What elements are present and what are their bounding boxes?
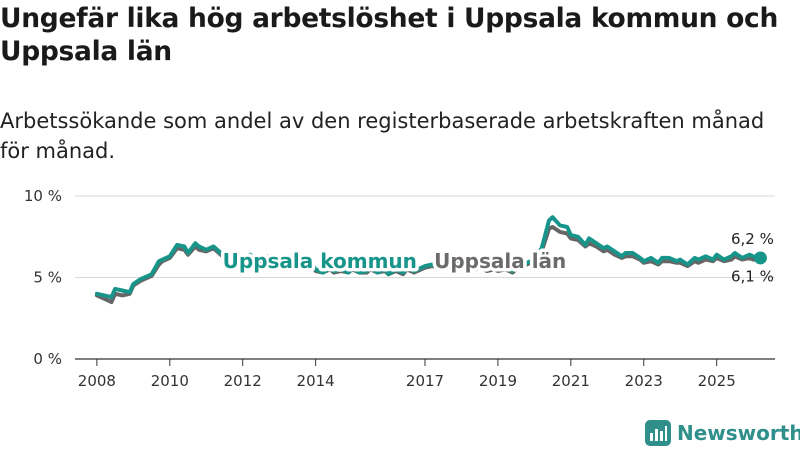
x-tick-label: 2012: [224, 372, 262, 390]
end-value-label-lan: 6,1 %: [731, 268, 774, 286]
series-label-uppsala-lan-halo: Uppsala län: [434, 249, 566, 273]
series-label-uppsala-kommun-halo: Uppsala kommun: [223, 249, 417, 273]
line-chart: 0 %5 %10 % 2008 2010 2012 2014 2017 2019 2021 2…: [24, 187, 775, 390]
brand-logo: Newsworthy: [645, 418, 800, 448]
x-tick-label: 2010: [151, 372, 189, 390]
series-lines: [94, 215, 767, 304]
y-tick-label: 10 %: [24, 187, 62, 205]
y-tick-label: 0 %: [33, 350, 62, 368]
series-end-point: [753, 251, 767, 265]
newsworthy-logo-icon: [645, 420, 671, 446]
x-tick-label: 2023: [625, 372, 663, 390]
x-tick-label: 2008: [78, 372, 116, 390]
chart-subtitle: Arbetssökande som andel av den registerb…: [0, 109, 765, 163]
x-tick-label: 2021: [552, 372, 590, 390]
x-axis-ticks: 2008 2010 2012 2014 2017 2019 2021 2023 2025: [78, 359, 736, 390]
end-value-label-kommun: 6,2 %: [731, 230, 774, 248]
series-line-uppsala-kommun: [94, 215, 763, 300]
gridlines: [75, 195, 775, 360]
chart-title: Ungefär lika hög arbetslöshet i Uppsala …: [0, 3, 779, 67]
y-tick-label: 5 %: [33, 269, 62, 287]
x-tick-label: 2014: [297, 372, 335, 390]
x-tick-label: 2025: [698, 372, 736, 390]
y-axis-ticks: 0 % 5 % 10 %: [24, 187, 62, 368]
x-tick-label: 2017: [406, 372, 444, 390]
series-label-uppsala-kommun: Uppsala kommun: [223, 249, 417, 273]
brand-name: Newsworthy: [677, 421, 800, 445]
series-label-uppsala-lan: Uppsala län: [434, 249, 566, 273]
x-tick-label: 2019: [479, 372, 517, 390]
